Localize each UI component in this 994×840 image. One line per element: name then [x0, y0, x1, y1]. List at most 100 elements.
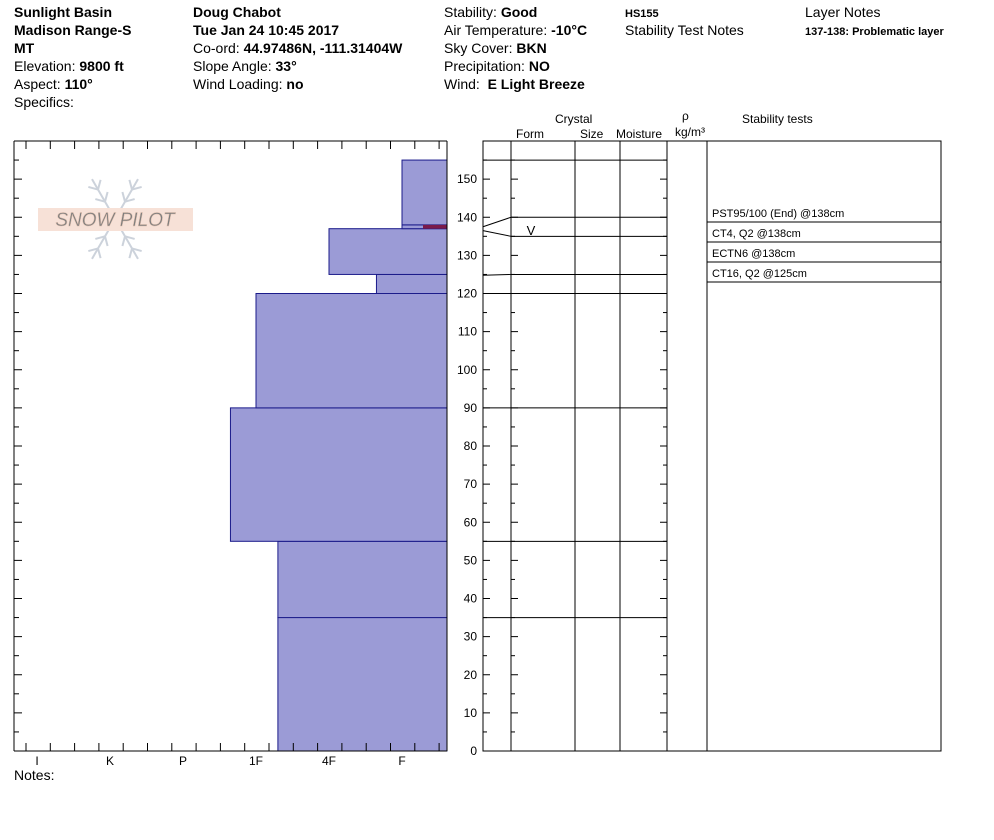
air-temp-value: -10°C — [551, 22, 588, 38]
hardness-layer-bar — [328, 228, 448, 275]
hardness-layer-bar — [375, 273, 448, 294]
snowflake-branch — [128, 248, 133, 259]
depth-tick-label: 140 — [457, 210, 477, 224]
coord-value: 44.97486N, -111.31404W — [243, 40, 403, 56]
logo-banner — [38, 208, 193, 231]
snowflake-branch — [128, 179, 133, 190]
observation-datetime: Tue Jan 24 10:45 2017 — [193, 22, 340, 38]
snowflake-branch — [95, 198, 106, 203]
range-name: Madison Range-S — [14, 22, 132, 38]
aspect: Aspect: 110° — [14, 75, 93, 93]
state-name: MT — [14, 40, 35, 56]
notes-label: Notes: — [14, 767, 55, 783]
air-temperature: Air Temperature: -10°C — [444, 21, 587, 39]
stability: Stability: Good — [444, 3, 537, 21]
hardness-tick-label: K — [106, 754, 114, 768]
snowflake-branch — [104, 191, 109, 202]
depth-tick-label: 30 — [464, 630, 478, 644]
precip-value: NO — [528, 58, 550, 74]
stability-test-entry: PST95/100 (End) @138cm — [712, 208, 844, 220]
stability-test-entry: CT16, Q2 @125cm — [712, 268, 807, 280]
layer-boundary-connector — [482, 230, 512, 237]
sky-value: BKN — [516, 40, 547, 56]
density-unit: kg/m³ — [675, 125, 705, 139]
sky-cover: Sky Cover: BKN — [444, 39, 547, 57]
snowflake-branch — [124, 198, 135, 203]
crystal-form-symbol: V — [527, 223, 536, 238]
depth-tick-label: 100 — [457, 363, 477, 377]
depth-tick-label: 10 — [464, 706, 478, 720]
wind-value: E Light Breeze — [487, 76, 585, 92]
coord-label: Co-ord: — [193, 40, 240, 56]
hardness-tick-label: I — [35, 754, 38, 768]
snowflake-branch — [97, 248, 102, 259]
wind-label: Wind: — [444, 76, 480, 92]
logo-text: SNOW PILOT — [55, 210, 176, 231]
elevation: Elevation: 9800 ft — [14, 57, 124, 75]
slope-label: Slope Angle: — [193, 58, 272, 74]
air-temp-label: Air Temperature: — [444, 22, 548, 38]
size-header: Size — [580, 127, 604, 141]
elevation-value: 9800 ft — [79, 58, 124, 74]
layer-boundary-connector — [482, 273, 512, 276]
stability-test-entry: ECTN6 @138cm — [712, 248, 795, 260]
sky-label: Sky Cover: — [444, 40, 513, 56]
stability-tests-header: Stability tests — [742, 112, 813, 126]
precipitation: Precipitation: NO — [444, 57, 550, 75]
snowpilot-logo: SNOW PILOT — [38, 178, 193, 260]
snowflake-branch — [131, 186, 142, 191]
layer-boundary-connector — [482, 216, 512, 228]
precip-label: Precipitation: — [444, 58, 525, 74]
snowflake-branch — [131, 247, 142, 252]
depth-tick-label: 70 — [464, 477, 478, 491]
stability-label: Stability: — [444, 4, 497, 20]
slope-angle: Slope Angle: 33° — [193, 57, 297, 75]
hardness-layer-bar — [401, 159, 448, 226]
depth-tick-label: 110 — [458, 325, 477, 339]
aspect-label: Aspect: — [14, 76, 61, 92]
depth-tick-label: 120 — [457, 287, 477, 301]
hardness-tick-label: 4F — [322, 754, 336, 768]
depth-tick-label: 40 — [464, 592, 478, 606]
depth-tick-label: 150 — [457, 172, 477, 186]
hardness-tick-label: F — [398, 754, 405, 768]
hardness-layer-bar — [277, 617, 448, 752]
hardness-layer-bar — [255, 293, 448, 409]
depth-tick-label: 50 — [464, 553, 478, 567]
wind-loading-label: Wind Loading: — [193, 76, 283, 92]
snowflake-branch — [121, 191, 126, 202]
depth-tick-label: 90 — [464, 401, 478, 415]
snowflake-branch — [88, 186, 99, 191]
stability-test-notes-title: Stability Test Notes — [625, 22, 744, 38]
depth-tick-label: 20 — [464, 668, 478, 682]
moisture-header: Moisture — [616, 127, 663, 141]
wind-loading: Wind Loading: no — [193, 75, 304, 93]
depth-tick-label: 60 — [464, 515, 478, 529]
snowflake-branch — [88, 247, 99, 252]
elevation-label: Elevation: — [14, 58, 76, 74]
layer-notes-title: Layer Notes — [805, 4, 881, 20]
problem-layer-marker — [423, 224, 447, 229]
hardness-layer-bar — [277, 540, 448, 619]
snow-height: HS155 — [625, 8, 659, 20]
wind: Wind: E Light Breeze — [444, 75, 585, 93]
snowflake-branch — [95, 235, 106, 240]
depth-tick-label: 130 — [457, 248, 477, 262]
layer-note: 137-138: Problematic layer — [805, 26, 944, 38]
form-header: Form — [516, 127, 544, 141]
hardness-tick-label: 1F — [249, 754, 263, 768]
slope-value: 33° — [275, 58, 297, 74]
specifics-label: Specifics: — [14, 94, 74, 110]
hardness-layer-bar — [229, 407, 448, 542]
stability-test-entry: CT4, Q2 @138cm — [712, 228, 801, 240]
hardness-tick-label: P — [179, 754, 187, 768]
depth-tick-label: 0 — [470, 744, 477, 758]
observer-name: Doug Chabot — [193, 4, 281, 20]
snowflake-branch — [97, 179, 102, 190]
location-name: Sunlight Basin — [14, 4, 112, 20]
snowflake-branch — [124, 235, 135, 240]
wind-loading-value: no — [286, 76, 304, 92]
crystal-header: Crystal — [555, 112, 593, 126]
stability-value: Good — [500, 4, 538, 20]
